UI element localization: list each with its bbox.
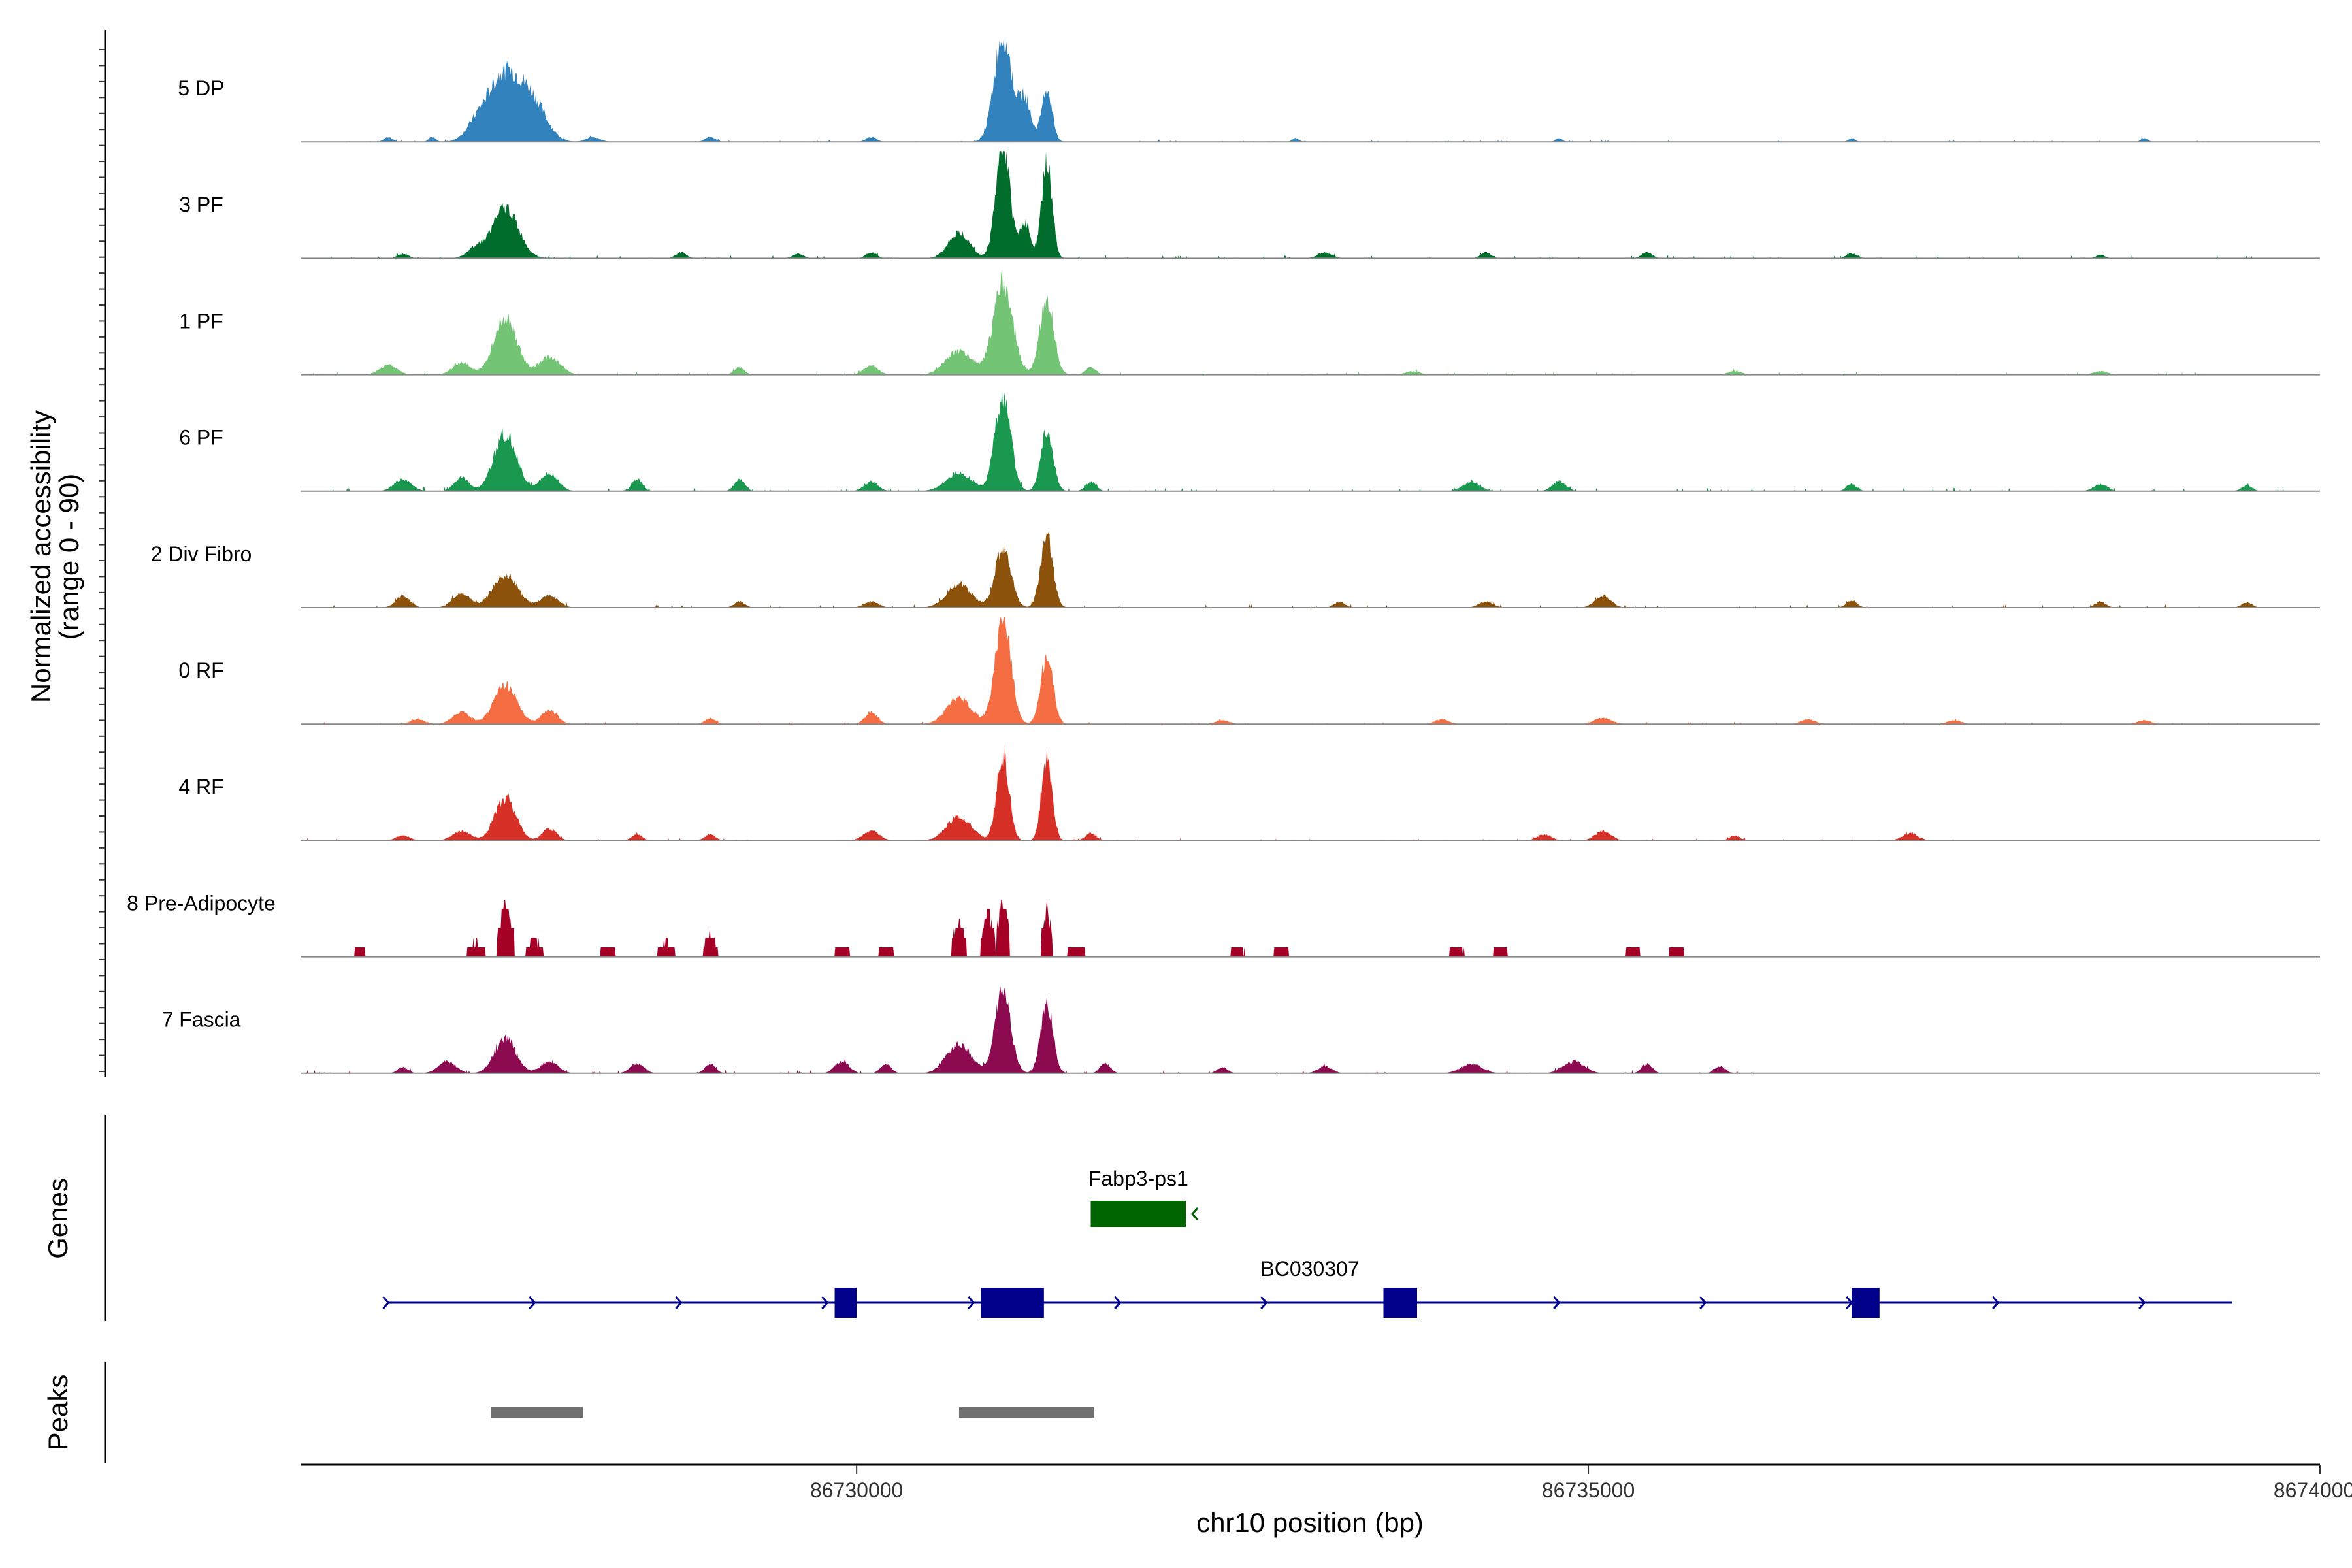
track-3: 6 PF: [179, 391, 2320, 492]
exon: [1852, 1288, 1880, 1318]
peak-region: [491, 1407, 583, 1418]
x-axis-ticks: 86730000 86735000 86740000: [810, 1465, 2352, 1502]
exon: [1090, 1201, 1186, 1227]
y-axis-title-line1: Normalized accessibility: [25, 410, 56, 703]
coverage-area: [301, 617, 2247, 725]
peak-region: [958, 1407, 1094, 1418]
coverage-area: [301, 151, 2262, 259]
track-label: 2 Div Fibro: [151, 542, 252, 566]
track-7: 8 Pre-Adipocyte: [127, 891, 2320, 958]
track-label: 5 DP: [178, 76, 224, 100]
coverage-y-ticks: [99, 49, 105, 1072]
strand-arrow: [1699, 1296, 1707, 1309]
x-tick-label: 86735000: [1542, 1478, 1635, 1502]
genes-panel-title: Genes: [42, 1178, 73, 1259]
track-label: 1 PF: [179, 309, 223, 333]
track-label: 4 RF: [178, 775, 223, 798]
strand-arrow: [968, 1296, 975, 1309]
coverage-area: [344, 900, 1691, 957]
strand-arrow: [1114, 1296, 1122, 1309]
coverage-area: [301, 743, 1954, 841]
exon: [981, 1288, 1044, 1318]
track-label: 7 Fascia: [162, 1008, 241, 1032]
peaks-panel-title: Peaks: [42, 1375, 73, 1451]
track-1: 3 PF: [179, 151, 2320, 259]
track-label: 8 Pre-Adipocyte: [127, 891, 276, 915]
gene-label: BC030307: [1260, 1257, 1359, 1281]
strand-arrow: [2138, 1296, 2146, 1309]
y-axis-title-line2: (range 0 - 90): [54, 474, 84, 640]
strand-arrow: [675, 1296, 683, 1309]
track-8: 7 Fascia: [162, 986, 2320, 1074]
coverage-area: [301, 391, 2291, 491]
gene-fabp3-ps1: Fabp3-ps1: [1088, 1167, 1199, 1227]
peak-regions: [491, 1407, 1094, 1418]
gene-bc030307: BC030307: [382, 1257, 2232, 1318]
x-tick-label: 86730000: [810, 1478, 903, 1502]
x-tick-label: 86740000: [2274, 1478, 2352, 1502]
track-4: 2 Div Fibro: [151, 532, 2320, 608]
strand-arrow: [1992, 1296, 2000, 1309]
track-0: 5 DP: [178, 37, 2320, 143]
coverage-area: [301, 532, 2276, 608]
strand-arrow: [821, 1296, 829, 1309]
coverage-area: [301, 270, 2218, 375]
coverage-area: [301, 37, 2218, 142]
track-label: 6 PF: [179, 426, 223, 449]
track-label: 0 RF: [178, 659, 223, 682]
track-6: 4 RF: [178, 743, 2320, 841]
track-2: 1 PF: [179, 270, 2320, 376]
exon: [1383, 1288, 1418, 1318]
x-axis-title: chr10 position (bp): [1196, 1507, 1424, 1538]
strand-arrow: [1553, 1296, 1561, 1309]
gene-label: Fabp3-ps1: [1088, 1167, 1188, 1190]
track-label: 3 PF: [179, 193, 223, 216]
track-5: 0 RF: [178, 617, 2320, 725]
strand-arrow: [1191, 1207, 1199, 1220]
coverage-tracks: 5 DP 3 PF 1 PF 6 PF 2 Div Fibro 0 RF 4 RF 8 Pre…: [127, 37, 2320, 1074]
strand-arrow: [382, 1296, 390, 1309]
strand-arrow: [529, 1296, 536, 1309]
strand-arrow: [1260, 1296, 1268, 1309]
gene-annotations: Fabp3-ps1 BC030307: [382, 1167, 2232, 1318]
exon: [834, 1288, 857, 1318]
coverage-area: [301, 986, 1764, 1073]
